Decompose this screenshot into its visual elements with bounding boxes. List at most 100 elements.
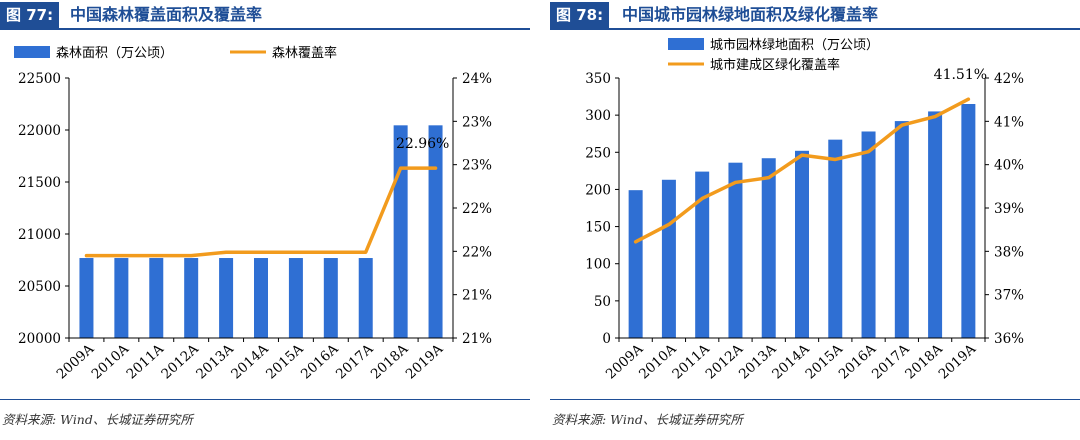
x-tick-label: 2016A xyxy=(298,341,342,383)
left-tick-label: 50 xyxy=(594,294,611,310)
left-tick-label: 21000 xyxy=(18,227,61,243)
left-tick-label: 22500 xyxy=(18,71,61,87)
bar xyxy=(219,258,234,338)
line-point xyxy=(634,240,638,244)
left-tick-label: 300 xyxy=(585,108,611,124)
line-point xyxy=(966,97,970,101)
right-tick-label: 40% xyxy=(994,158,1024,174)
bar xyxy=(149,258,164,338)
line-point xyxy=(867,150,871,154)
x-tick-label: 2019A xyxy=(403,341,447,383)
line-point xyxy=(259,250,263,254)
x-tick-label: 2015A xyxy=(263,341,307,383)
x-tick-label: 2018A xyxy=(368,341,412,383)
right-tick-label: 21% xyxy=(462,331,492,347)
line-point xyxy=(434,166,438,170)
bar xyxy=(428,125,443,338)
bar xyxy=(358,258,373,338)
line-point xyxy=(294,250,298,254)
left-tick-label: 20500 xyxy=(18,279,61,295)
bar xyxy=(254,258,268,338)
figure-number: 图 78: xyxy=(550,2,610,28)
left-tick-label: 200 xyxy=(585,182,611,198)
legend-bar-swatch xyxy=(668,38,704,50)
figure-panel-forest: 图 77: 中国森林覆盖面积及覆盖率 森林面积（万公顷） 森林覆盖率 20000 20… xyxy=(0,0,530,440)
bar xyxy=(79,258,94,338)
source-note: 资料来源: Wind、长城证券研究所 xyxy=(552,412,743,427)
x-tick-label: 2019A xyxy=(936,341,980,383)
line-point xyxy=(767,176,771,180)
line-point xyxy=(329,250,333,254)
right-tick-label: 22% xyxy=(462,244,492,260)
bar xyxy=(628,190,643,338)
x-tick-label: 2014A xyxy=(228,341,272,383)
line-point xyxy=(189,254,193,258)
right-tick-label: 24% xyxy=(462,71,492,87)
x-tick-label: 2012A xyxy=(158,341,202,383)
source-note: 资料来源: Wind、长城证券研究所 xyxy=(2,412,193,427)
bar xyxy=(323,258,338,338)
line-point xyxy=(399,166,403,170)
right-tick-label: 39% xyxy=(994,201,1024,217)
source-divider xyxy=(0,399,530,400)
legend-label: 森林覆盖率 xyxy=(272,45,337,61)
right-tick-label: 42% xyxy=(994,71,1024,87)
bar xyxy=(393,125,408,338)
bar xyxy=(928,111,943,338)
right-tick-label: 38% xyxy=(994,244,1024,260)
right-tick-label: 36% xyxy=(994,331,1024,347)
bar xyxy=(288,258,303,338)
right-tick-label: 23% xyxy=(462,158,492,174)
urban-green-chart: 城市园林绿地面积（万公顷） 城市建成区绿化覆盖率 0 50 100 150 200 250 30… xyxy=(585,37,1024,383)
line-point xyxy=(154,254,158,258)
forest-chart: 森林面积（万公顷） 森林覆盖率 20000 20500 21000 21500 22000 2… xyxy=(14,45,492,383)
figure-panel-urban-green: 图 78: 中国城市园林绿地面积及绿化覆盖率 城市园林绿地面积（万公顷） 城市建成… xyxy=(550,0,1080,440)
legend-label: 城市建成区绿化覆盖率 xyxy=(710,57,840,73)
bar xyxy=(961,104,976,338)
line-point xyxy=(84,254,88,258)
line-point xyxy=(833,157,837,161)
line-point xyxy=(119,254,123,258)
bar xyxy=(795,150,809,338)
figure-title: 中国森林覆盖面积及覆盖率 xyxy=(70,5,263,24)
right-tick-label: 37% xyxy=(994,288,1024,304)
line-point xyxy=(667,222,671,226)
bar xyxy=(184,258,199,338)
x-tick-label: 2013A xyxy=(193,341,237,383)
legend-label: 城市园林绿地面积（万公顷） xyxy=(710,37,879,53)
x-tick-label: 2011A xyxy=(123,341,167,383)
data-label: 22.96% xyxy=(396,136,449,152)
data-label: 41.51% xyxy=(934,67,987,83)
line-series xyxy=(84,166,438,258)
right-tick-label: 21% xyxy=(462,288,492,304)
line-point xyxy=(733,180,737,184)
figure-title-bar: 图 77: 中国森林覆盖面积及覆盖率 xyxy=(0,2,530,30)
bar xyxy=(661,179,676,338)
figure-title-bar: 图 78: 中国城市园林绿地面积及绿化覆盖率 xyxy=(550,2,1080,30)
x-tick-label: 2009A xyxy=(54,341,98,383)
right-tick-label: 41% xyxy=(994,114,1024,130)
line-point xyxy=(900,123,904,127)
bar xyxy=(861,131,876,338)
figure-number: 图 77: xyxy=(0,2,60,28)
x-tick-label: 2017A xyxy=(333,341,377,383)
left-tick-label: 21500 xyxy=(18,175,61,191)
figure-title: 中国城市园林绿地面积及绿化覆盖率 xyxy=(622,5,879,24)
bar xyxy=(761,158,776,338)
bar xyxy=(894,121,909,338)
bar xyxy=(728,162,743,338)
bar xyxy=(695,171,710,338)
right-tick-label: 22% xyxy=(462,201,492,217)
left-tick-label: 350 xyxy=(585,71,611,87)
left-tick-label: 22000 xyxy=(18,123,61,139)
legend-label: 森林面积（万公顷） xyxy=(56,46,173,61)
left-tick-label: 250 xyxy=(585,145,611,161)
left-tick-label: 150 xyxy=(585,220,611,236)
right-tick-label: 23% xyxy=(462,114,492,130)
left-tick-label: 100 xyxy=(585,257,611,273)
left-tick-label: 0 xyxy=(602,331,611,347)
line-point xyxy=(224,250,228,254)
x-tick-label: 2010A xyxy=(89,341,133,383)
bar xyxy=(828,139,843,338)
source-divider xyxy=(550,399,1080,400)
